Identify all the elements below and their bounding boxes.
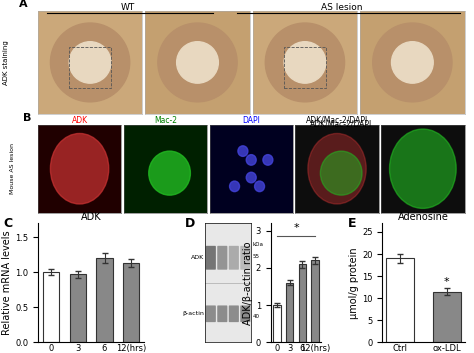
Y-axis label: Relative mRNA levels: Relative mRNA levels: [2, 231, 12, 335]
Circle shape: [265, 23, 345, 102]
Circle shape: [255, 181, 264, 192]
Text: AS lesion: AS lesion: [320, 4, 362, 12]
FancyBboxPatch shape: [217, 305, 228, 322]
Circle shape: [50, 23, 130, 102]
Title: ADK/Mac-2/DAPI: ADK/Mac-2/DAPI: [306, 115, 368, 125]
Circle shape: [284, 42, 326, 83]
Bar: [299, 264, 306, 342]
Ellipse shape: [320, 151, 362, 195]
Bar: [386, 258, 414, 342]
Circle shape: [246, 155, 256, 165]
Title: Mac-2: Mac-2: [154, 115, 177, 125]
Bar: [433, 292, 461, 342]
FancyBboxPatch shape: [240, 246, 250, 270]
FancyBboxPatch shape: [217, 246, 228, 270]
FancyBboxPatch shape: [206, 246, 216, 270]
Title: ADK: ADK: [81, 213, 101, 222]
Circle shape: [238, 146, 248, 156]
Circle shape: [158, 23, 237, 102]
Text: *: *: [444, 277, 449, 287]
Text: kDa: kDa: [252, 242, 263, 247]
Text: Mouse AS lesion: Mouse AS lesion: [9, 143, 15, 194]
FancyBboxPatch shape: [229, 305, 239, 322]
Text: D: D: [184, 217, 195, 230]
Text: *: *: [293, 223, 299, 233]
Text: A: A: [19, 0, 28, 8]
Ellipse shape: [149, 151, 191, 195]
Circle shape: [373, 23, 452, 102]
Text: B: B: [23, 113, 31, 123]
Text: WT: WT: [121, 4, 135, 12]
FancyBboxPatch shape: [229, 246, 239, 270]
Bar: [273, 305, 281, 342]
Bar: [286, 283, 293, 342]
Circle shape: [246, 172, 256, 183]
Bar: [69, 47, 111, 88]
Text: ADK staining: ADK staining: [3, 40, 9, 85]
Text: ADK: ADK: [191, 255, 204, 260]
Bar: [311, 261, 319, 342]
Title: Adenosine: Adenosine: [398, 213, 449, 222]
FancyBboxPatch shape: [206, 305, 216, 322]
Title: DAPI: DAPI: [242, 115, 260, 125]
Ellipse shape: [50, 133, 109, 204]
Ellipse shape: [390, 129, 456, 208]
Text: ADK/Mac-2/DAPI: ADK/Mac-2/DAPI: [310, 120, 373, 129]
Bar: [97, 258, 113, 342]
Bar: [284, 47, 326, 88]
Y-axis label: ADK/β-actin ratio: ADK/β-actin ratio: [243, 241, 253, 324]
Text: β-actin: β-actin: [182, 311, 204, 316]
Circle shape: [69, 42, 111, 83]
Circle shape: [229, 181, 239, 192]
Bar: [43, 272, 59, 342]
Text: 55: 55: [252, 254, 259, 259]
Text: C: C: [4, 217, 13, 230]
Y-axis label: μmol/g protein: μmol/g protein: [349, 247, 359, 319]
Title: ADK: ADK: [72, 115, 88, 125]
Circle shape: [263, 155, 273, 165]
Circle shape: [177, 42, 219, 83]
Bar: [70, 274, 86, 342]
Text: E: E: [348, 217, 356, 230]
Text: 40: 40: [252, 314, 259, 319]
Bar: [123, 263, 139, 342]
Ellipse shape: [308, 133, 366, 204]
FancyBboxPatch shape: [240, 305, 250, 322]
Circle shape: [392, 42, 433, 83]
